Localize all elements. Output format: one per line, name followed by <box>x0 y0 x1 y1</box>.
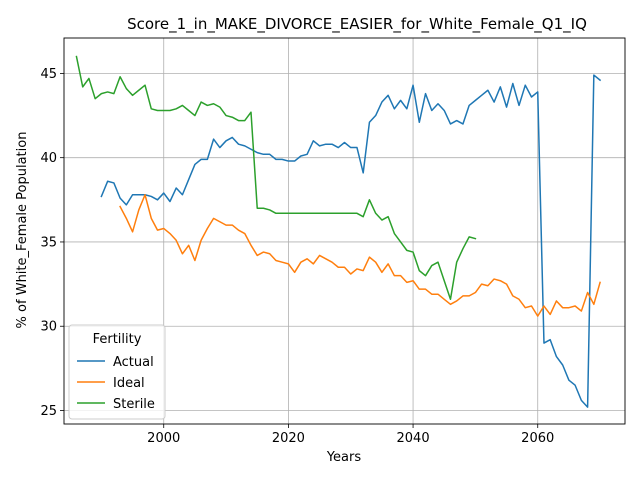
series-lines <box>75 55 602 408</box>
y-tick-label: 35 <box>40 235 57 250</box>
y-tick-label: 45 <box>40 67 57 82</box>
legend-label-ideal: Ideal <box>113 376 145 391</box>
y-tick-label: 30 <box>40 320 57 335</box>
x-tick-label: 2000 <box>147 431 180 446</box>
series-line-actual <box>100 74 602 408</box>
legend: Fertility Actual Ideal Sterile <box>68 324 166 420</box>
x-tick-label: 2020 <box>272 431 305 446</box>
x-tick-label: 2060 <box>521 431 554 446</box>
y-tick-label: 40 <box>40 151 57 166</box>
series-line-sterile <box>75 55 477 301</box>
chart-title: Score_1_in_MAKE_DIVORCE_EASIER_for_White… <box>127 15 587 34</box>
series-line-ideal <box>119 194 601 317</box>
plot-area-frame <box>63 37 626 425</box>
legend-title: Fertility <box>93 332 142 347</box>
y-axis-label: % of White_Female Population <box>15 132 30 329</box>
legend-label-sterile: Sterile <box>113 397 155 412</box>
x-tick-label: 2040 <box>397 431 430 446</box>
y-tick-label: 25 <box>40 404 57 419</box>
x-axis-label: Years <box>326 450 362 465</box>
legend-box <box>68 324 166 420</box>
legend-label-actual: Actual <box>113 355 154 370</box>
axis-ticks: 2000 2020 2040 2060 25 30 35 40 45 <box>40 67 554 446</box>
